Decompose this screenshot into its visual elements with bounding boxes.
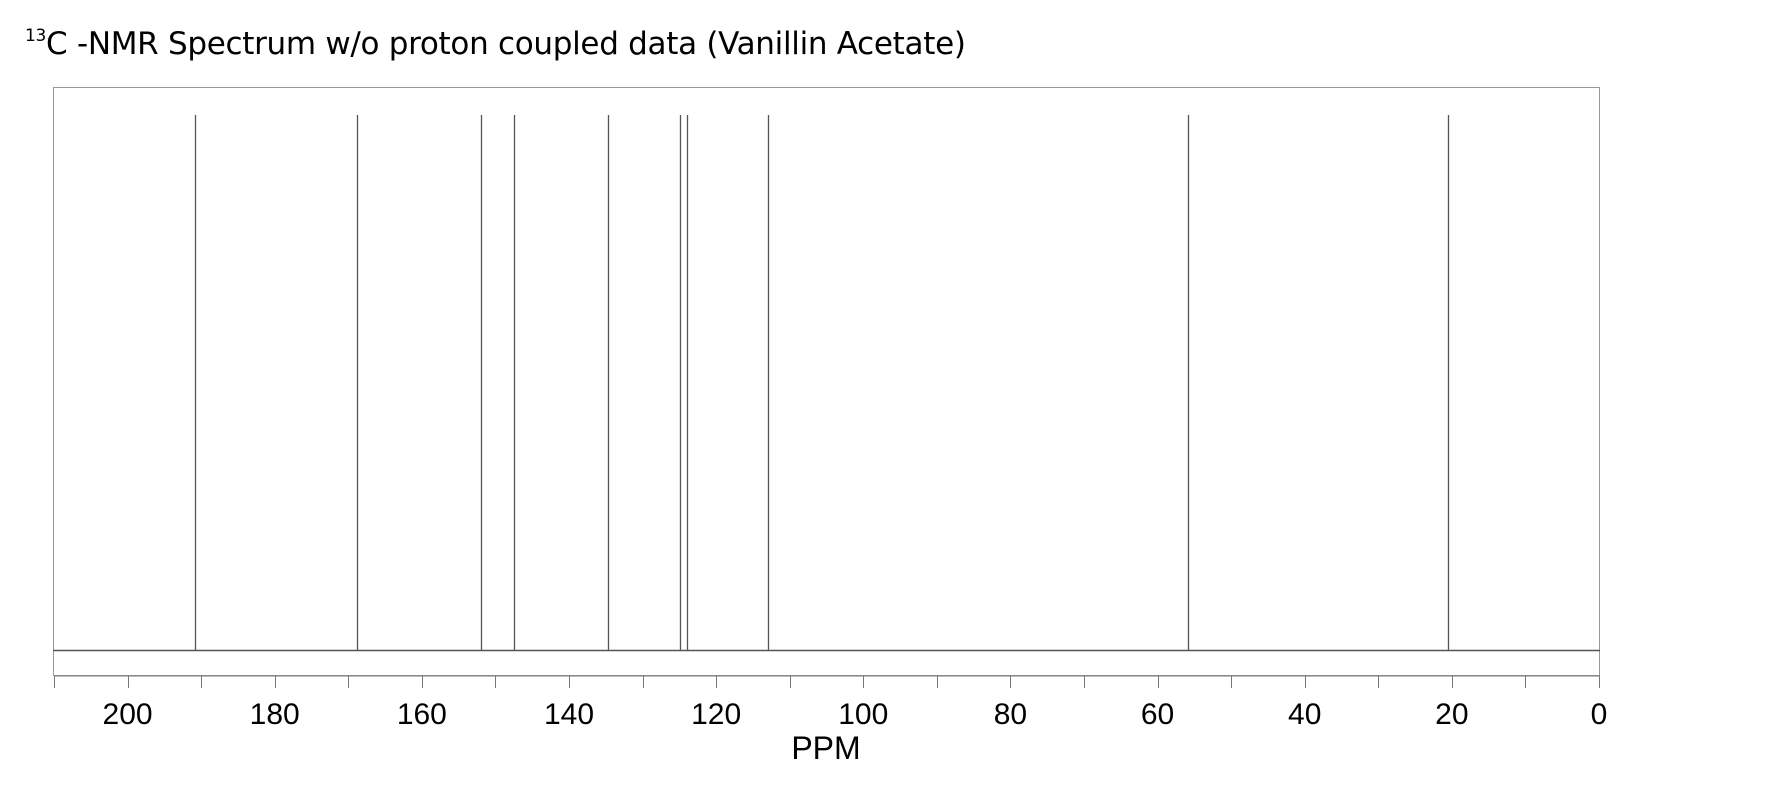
peaks-group <box>194 115 1450 650</box>
x-axis-ticks <box>54 676 1600 688</box>
x-axis-tick-labels: 200 180 160 140 120 100 80 60 40 20 0 <box>103 698 1608 731</box>
x-tick-label-0: 0 <box>1591 698 1608 731</box>
x-axis-label: PPM <box>791 730 860 766</box>
plot-frame <box>53 87 1600 676</box>
x-tick-label-120: 120 <box>691 698 741 731</box>
x-tick-label-200: 200 <box>103 698 153 731</box>
x-tick-label-160: 160 <box>397 698 447 731</box>
x-tick-label-80: 80 <box>994 698 1027 731</box>
title-superscript: 13 <box>25 25 47 46</box>
x-tick-label-60: 60 <box>1141 698 1174 731</box>
x-tick-label-140: 140 <box>544 698 594 731</box>
x-tick-label-20: 20 <box>1435 698 1468 731</box>
x-tick-label-100: 100 <box>838 698 888 731</box>
x-tick-label-40: 40 <box>1288 698 1321 731</box>
chart-title: 13C -NMR Spectrum w/o proton coupled dat… <box>25 26 966 62</box>
title-text: C -NMR Spectrum w/o proton coupled data … <box>46 26 966 62</box>
x-tick-label-180: 180 <box>250 698 300 731</box>
